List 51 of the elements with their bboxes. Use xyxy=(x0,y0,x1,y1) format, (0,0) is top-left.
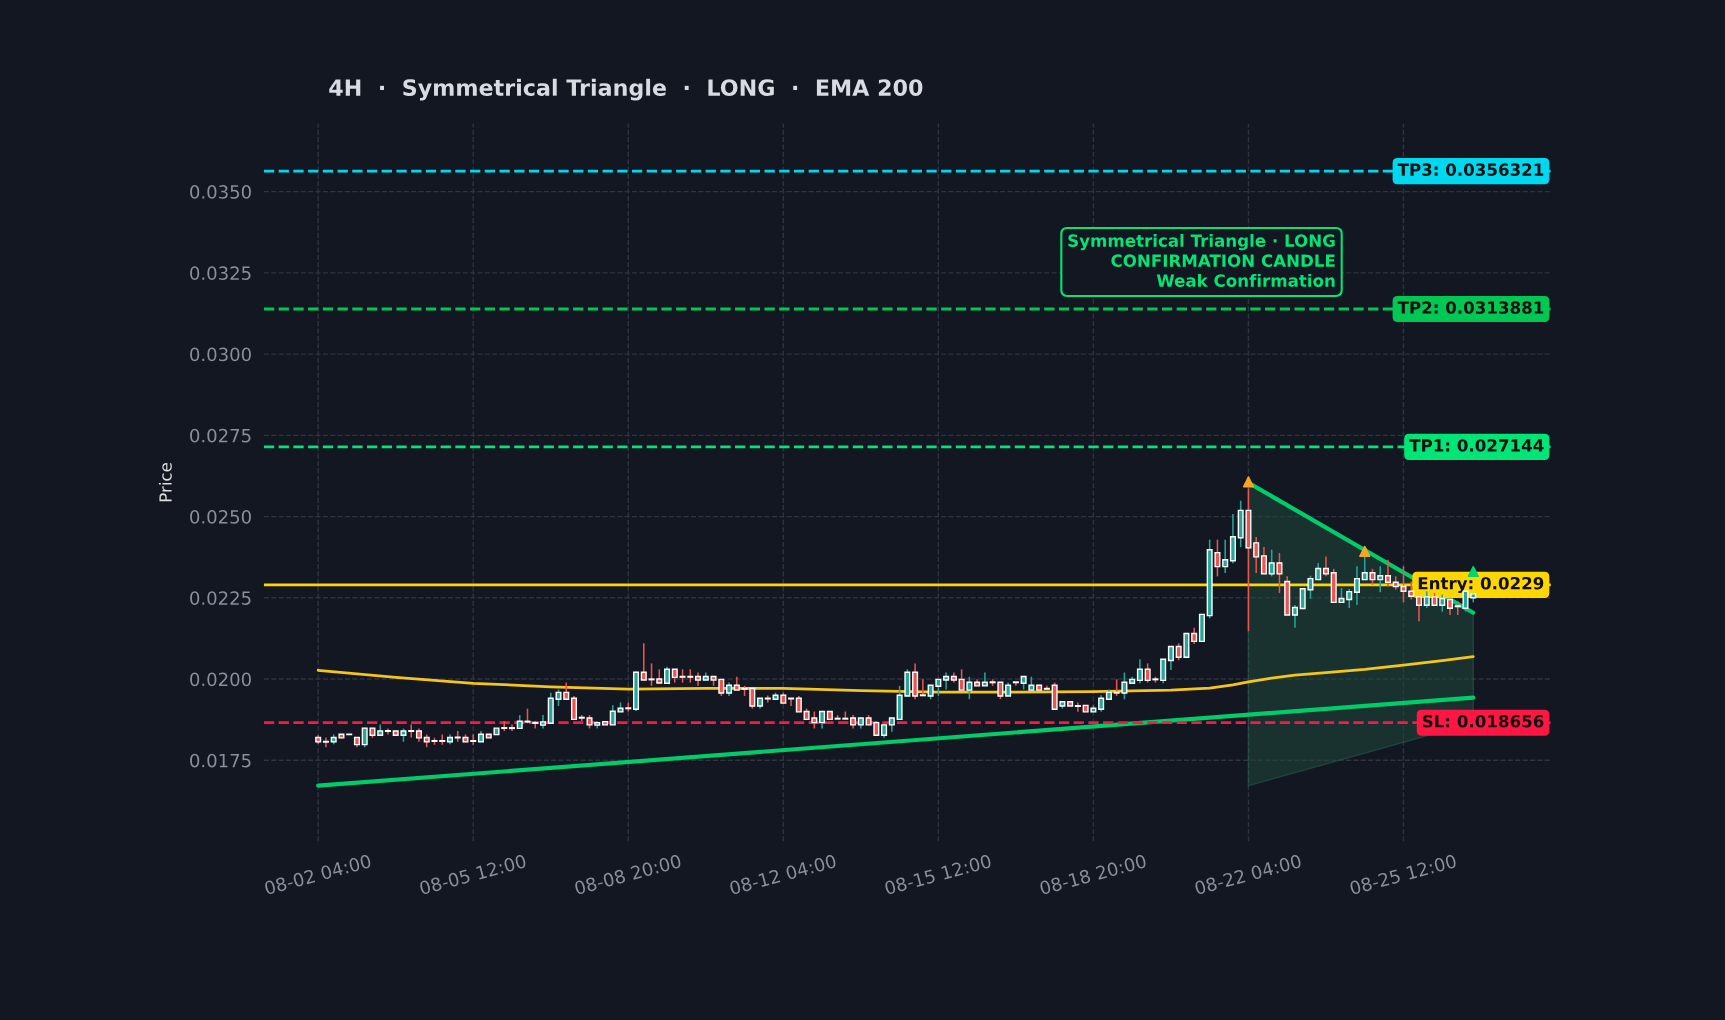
candlestick xyxy=(570,695,578,721)
candlestick xyxy=(1136,658,1143,685)
candlestick xyxy=(1322,555,1329,578)
candlestick xyxy=(1160,658,1167,685)
x-tick-label: 08-02 04:00 xyxy=(263,853,372,896)
candlestick xyxy=(981,671,988,687)
candlestick xyxy=(912,662,919,700)
candlestick xyxy=(384,727,391,736)
y-tick-label: 0.0325 xyxy=(190,266,251,280)
x-tick-label: 08-05 12:00 xyxy=(418,853,527,896)
ref-line-label: TP1: 0.027144 xyxy=(1409,439,1544,452)
ref-line-label: SL: 0.018656 xyxy=(1422,714,1544,728)
x-tick-label: 08-15 12:00 xyxy=(884,853,992,896)
ref-line-label: TP3: 0.0356321 xyxy=(1397,163,1544,176)
candlestick xyxy=(1260,546,1267,575)
chart-title: 4H · Symmetrical Triangle · LONG · EMA 200 xyxy=(329,78,923,101)
x-tick-label: 08-18 20:00 xyxy=(1039,853,1147,896)
candlestick xyxy=(1167,645,1174,671)
candlestick xyxy=(1346,588,1353,609)
candlestick xyxy=(1377,565,1384,594)
candlestick xyxy=(788,697,795,707)
candlestick xyxy=(439,733,446,746)
y-tick-label: 0.0275 xyxy=(190,428,251,443)
y-axis-title: Price xyxy=(158,463,172,502)
y-tick-label: 0.0250 xyxy=(190,510,251,524)
candlestick xyxy=(1222,538,1229,574)
x-tick-label: 08-25 12:00 xyxy=(1349,853,1457,896)
annotation: Symmetrical Triangle · LONG CONFIRMATION CANDLE Weak Confirmation xyxy=(1068,234,1335,287)
candlestick xyxy=(1012,681,1019,687)
x-tick-label: 08-08 20:00 xyxy=(574,853,682,896)
y-tick-label: 0.0300 xyxy=(190,347,251,362)
ref-line-label: Entry: 0.0229 xyxy=(1418,576,1544,593)
candlestick xyxy=(1353,565,1360,606)
candlestick xyxy=(408,723,415,739)
candlestick xyxy=(1384,559,1392,588)
candlestick xyxy=(1074,701,1081,713)
y-tick-label: 0.0350 xyxy=(190,185,251,199)
y-tick-label: 0.0225 xyxy=(190,591,251,605)
candlestick xyxy=(470,733,477,746)
candlestick xyxy=(1253,536,1260,574)
x-tick-label: 08-12 04:00 xyxy=(729,853,837,896)
candlestick xyxy=(1415,596,1423,622)
ref-line-label: TP2: 0.0313881 xyxy=(1397,301,1544,314)
candlestick xyxy=(919,678,926,697)
candlestick xyxy=(609,704,616,726)
x-tick-label: 08-22 04:00 xyxy=(1194,853,1302,896)
y-tick-label: 0.0175 xyxy=(190,753,251,768)
candlestick xyxy=(322,736,329,749)
candlestick xyxy=(1291,604,1298,629)
candlestick xyxy=(640,642,647,681)
y-tick-label: 0.0200 xyxy=(190,672,251,687)
